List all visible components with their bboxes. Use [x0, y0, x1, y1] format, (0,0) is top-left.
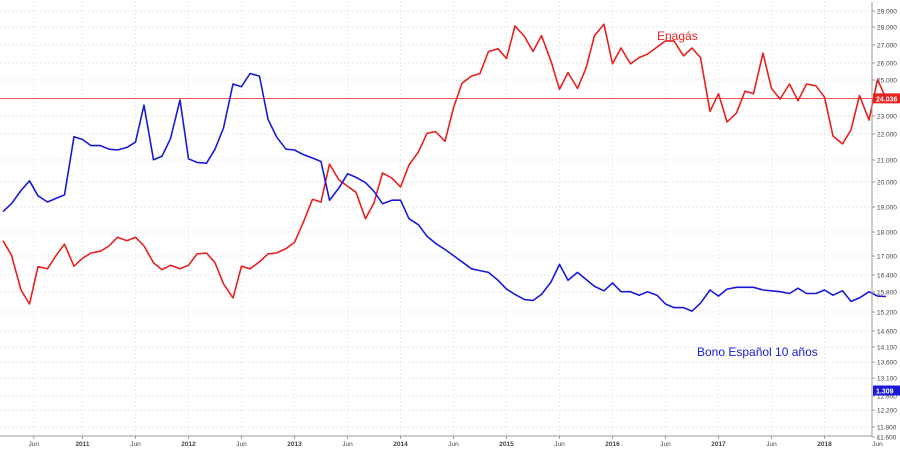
- last-value-badge-bono: [873, 385, 900, 396]
- y-tick-label: 23.000: [877, 114, 897, 121]
- y-tick-label: 14.100: [877, 345, 897, 352]
- y-tick-label: 11.800: [877, 425, 897, 432]
- x-tick-label: Jun: [554, 441, 565, 448]
- last-value-badges: 24.036 1.309: [873, 93, 900, 396]
- last-value-badge-enagas: [873, 93, 900, 104]
- y-tick-label: 29.000: [877, 9, 897, 16]
- x-tick-label: Jun: [28, 441, 39, 448]
- x-tick-label: Jun: [448, 441, 459, 448]
- y-tick-label: 25.000: [877, 78, 897, 85]
- series-label-bono: Bono Español 10 años: [697, 345, 818, 359]
- y-tick-label: 19.000: [877, 205, 897, 212]
- y-axis: 29.000 28.000 27.000 26.000 25.000 23.000 22.0…: [872, 9, 897, 442]
- x-tick-label: 2018: [817, 441, 832, 448]
- y-tick-label: 20.000: [877, 180, 897, 187]
- y-tick-label: 13.100: [877, 376, 897, 383]
- x-tick-label: 2012: [181, 441, 196, 448]
- y-tick-label: 15.200: [877, 310, 897, 317]
- x-tick-label: Jun: [872, 441, 883, 448]
- y-tick-label: 12.200: [877, 408, 897, 415]
- y-tick-label: 16.400: [877, 273, 897, 280]
- grid: [0, 2, 878, 436]
- x-tick-label: 2016: [605, 441, 620, 448]
- y-tick-label: 12.600: [877, 394, 897, 401]
- x-tick-label: Jun: [766, 441, 777, 448]
- x-tick-label: 2014: [393, 441, 408, 448]
- y-tick-label: 28.000: [877, 25, 897, 32]
- x-tick-label: Jun: [660, 441, 671, 448]
- x-tick-label: Jun: [130, 441, 141, 448]
- x-tick-label: Jun: [342, 441, 353, 448]
- last-value-label-enagas: 24.036: [876, 96, 898, 103]
- y-tick-label: 13.600: [877, 360, 897, 367]
- y-tick-label: 26.000: [877, 61, 897, 68]
- y-tick-label: 27.000: [877, 43, 897, 50]
- y-tick-label: 17.000: [877, 254, 897, 261]
- last-value-label-bono: 1.309: [876, 389, 894, 396]
- series-line-enagas: [2, 23, 887, 305]
- x-tick-label: 2017: [711, 441, 726, 448]
- y-tick-label: 21.000: [877, 158, 897, 165]
- y-tick-label: 14.600: [877, 329, 897, 336]
- series-line-bono: [2, 72, 887, 312]
- series-group: [2, 23, 887, 312]
- y-tick-label: 11.600: [877, 435, 897, 442]
- series-label-enagas: Enagás: [657, 29, 698, 43]
- y-tick-label: 22.000: [877, 132, 897, 139]
- x-tick-label: 2013: [287, 441, 302, 448]
- x-tick-label: 2015: [499, 441, 514, 448]
- y-tick-label: 15.800: [877, 290, 897, 297]
- x-axis: Jun 2011 Jun 2012 Jun 2013 Jun 2014 Jun 2015 Jun 20…: [28, 436, 883, 448]
- y-tick-label: 18.000: [877, 230, 897, 237]
- x-tick-label: 2011: [75, 441, 89, 448]
- x-tick-label: Jun: [236, 441, 247, 448]
- series-labels: Enagás Bono Español 10 años: [657, 29, 818, 359]
